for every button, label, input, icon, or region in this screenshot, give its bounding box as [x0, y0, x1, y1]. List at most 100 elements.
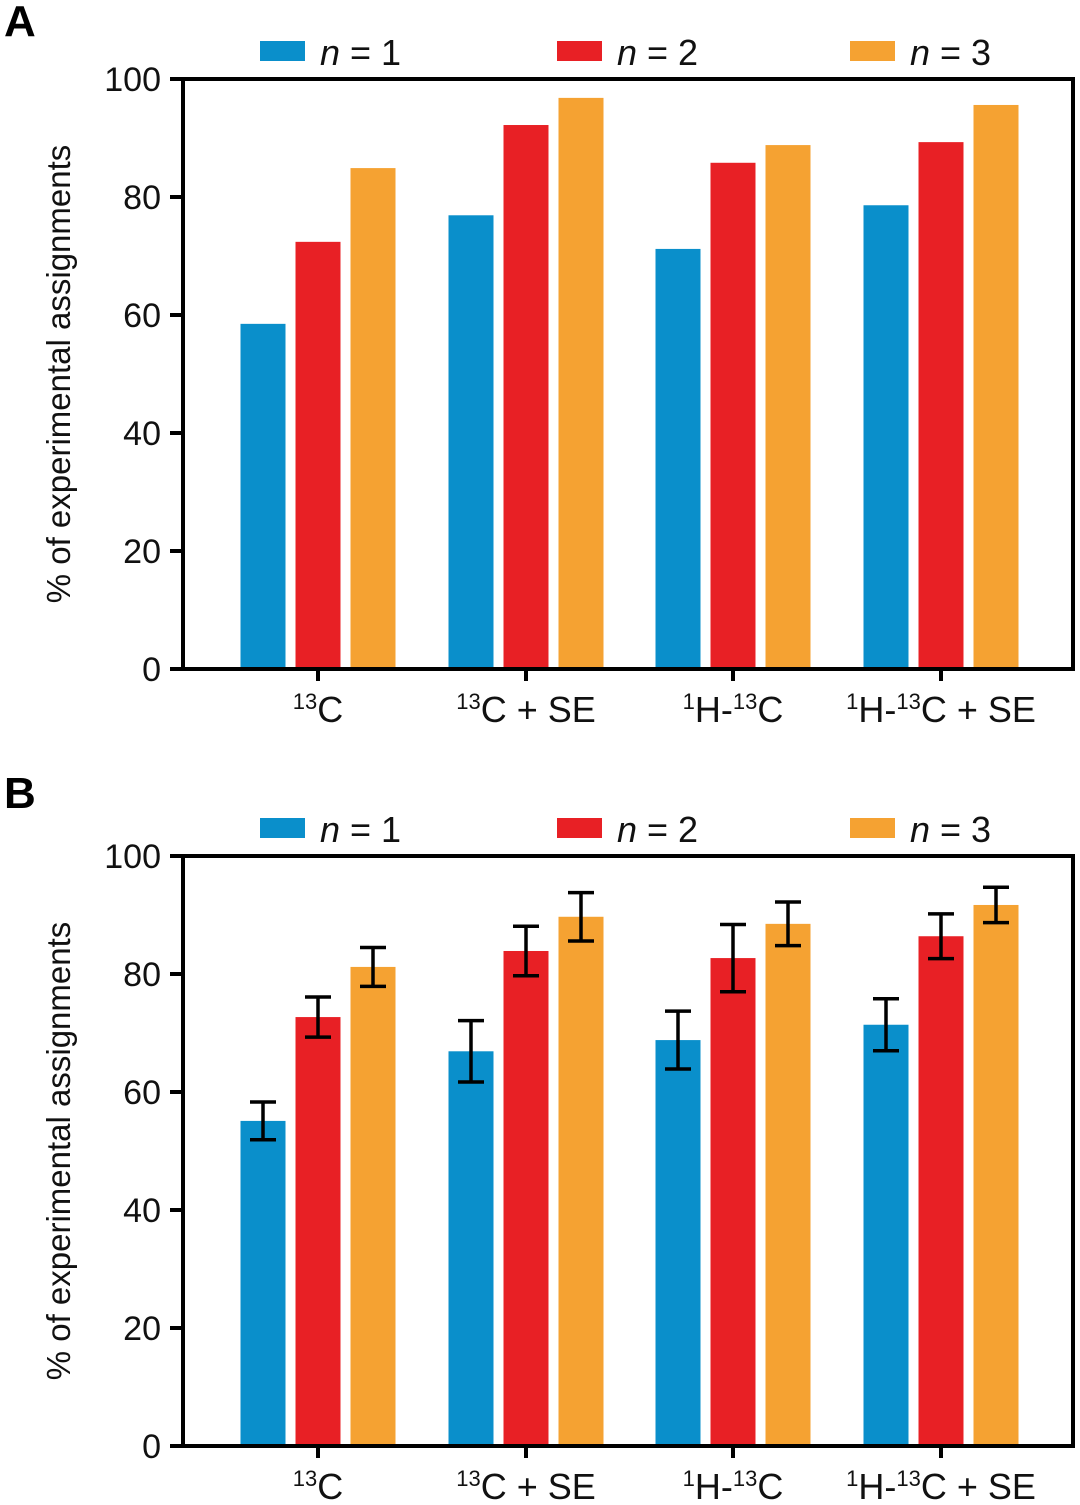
bar — [918, 936, 964, 1446]
panel-label: A — [4, 0, 36, 46]
bar — [295, 241, 341, 669]
label-part: H- — [858, 689, 896, 730]
bar — [765, 145, 811, 669]
legend-label-italic: n — [320, 32, 340, 73]
panel-label: B — [4, 769, 36, 818]
superscript: 13 — [896, 1466, 920, 1491]
bar — [710, 958, 756, 1446]
legend-item: n = 2 — [557, 32, 698, 73]
legend-swatch — [260, 818, 305, 838]
label-part: C — [757, 689, 783, 730]
bar — [655, 1040, 701, 1446]
legend-label: n = 2 — [617, 32, 698, 73]
label-part: C + SE — [481, 689, 596, 730]
x-tick-label: 1H-13C — [683, 1466, 784, 1505]
bar — [503, 125, 549, 669]
legend-swatch — [557, 41, 602, 61]
superscript: 13 — [896, 689, 920, 714]
x-tick-label: 13C + SE — [456, 689, 596, 730]
label-part: C + SE — [481, 1466, 596, 1505]
bar — [863, 205, 909, 669]
legend-item: n = 3 — [850, 32, 991, 73]
legend-label-rest: = 2 — [637, 809, 698, 850]
legend-label-italic: n — [320, 809, 340, 850]
label-part: C — [317, 1466, 343, 1505]
legend-label: n = 2 — [617, 809, 698, 850]
legend-label: n = 1 — [320, 809, 401, 850]
legend-label: n = 1 — [320, 32, 401, 73]
bar — [765, 923, 811, 1446]
superscript: 1 — [846, 1466, 858, 1491]
bar — [448, 1051, 494, 1446]
legend-label-italic: n — [617, 32, 637, 73]
superscript: 1 — [683, 1466, 695, 1491]
bar — [655, 248, 701, 670]
y-tick-label: 0 — [142, 1428, 161, 1466]
legend-label: n = 3 — [910, 809, 991, 850]
bar — [448, 215, 494, 670]
label-part: C — [757, 1466, 783, 1505]
x-tick-label: 1H-13C + SE — [846, 1466, 1036, 1505]
legend-item: n = 2 — [557, 809, 698, 850]
y-tick-label: 100 — [104, 61, 161, 99]
bar — [918, 142, 964, 669]
y-tick-label: 80 — [123, 956, 161, 994]
bar — [240, 323, 286, 669]
bar — [710, 162, 756, 669]
bar — [558, 916, 604, 1446]
legend-item: n = 1 — [260, 809, 401, 850]
label-part: C + SE — [921, 689, 1036, 730]
legend-label-italic: n — [910, 32, 930, 73]
legend-label-rest: = 3 — [930, 809, 991, 850]
bar — [973, 904, 1019, 1446]
legend-swatch — [557, 818, 602, 838]
bar — [350, 966, 396, 1446]
y-tick-label: 80 — [123, 179, 161, 217]
legend-label-italic: n — [617, 809, 637, 850]
label-part: C — [317, 689, 343, 730]
superscript: 13 — [293, 689, 317, 714]
superscript: 13 — [456, 1466, 480, 1491]
superscript: 13 — [733, 689, 757, 714]
superscript: 13 — [293, 1466, 317, 1491]
bar — [503, 950, 549, 1446]
y-tick-label: 60 — [123, 1074, 161, 1112]
y-axis-label: % of experimental assignments — [40, 145, 77, 604]
y-tick-label: 0 — [142, 651, 161, 689]
bar — [973, 104, 1019, 669]
label-part: C + SE — [921, 1466, 1036, 1505]
legend-swatch — [850, 818, 895, 838]
y-tick-label: 60 — [123, 297, 161, 335]
label-part: H- — [858, 1466, 896, 1505]
superscript: 1 — [683, 689, 695, 714]
superscript: 13 — [733, 1466, 757, 1491]
legend-swatch — [850, 41, 895, 61]
y-tick-label: 40 — [123, 415, 161, 453]
label-part: H- — [695, 1466, 733, 1505]
legend-label-rest: = 3 — [930, 32, 991, 73]
x-tick-label: 13C — [293, 689, 343, 730]
legend-item: n = 1 — [260, 32, 401, 73]
y-tick-label: 40 — [123, 1192, 161, 1230]
label-part: H- — [695, 689, 733, 730]
y-tick-label: 20 — [123, 1310, 161, 1348]
x-tick-label: 1H-13C + SE — [846, 689, 1036, 730]
bar — [240, 1120, 286, 1446]
legend-item: n = 3 — [850, 809, 991, 850]
x-tick-label: 13C — [293, 1466, 343, 1505]
legend-label-rest: = 2 — [637, 32, 698, 73]
legend-label-rest: = 1 — [340, 809, 401, 850]
y-tick-label: 100 — [104, 838, 161, 876]
superscript: 13 — [456, 689, 480, 714]
bar — [295, 1017, 341, 1446]
x-tick-label: 1H-13C — [683, 689, 784, 730]
y-axis-label: % of experimental assignments — [40, 922, 77, 1381]
bar — [863, 1024, 909, 1446]
legend-label-rest: = 1 — [340, 32, 401, 73]
legend-label: n = 3 — [910, 32, 991, 73]
legend-label-italic: n — [910, 809, 930, 850]
legend-swatch — [260, 41, 305, 61]
